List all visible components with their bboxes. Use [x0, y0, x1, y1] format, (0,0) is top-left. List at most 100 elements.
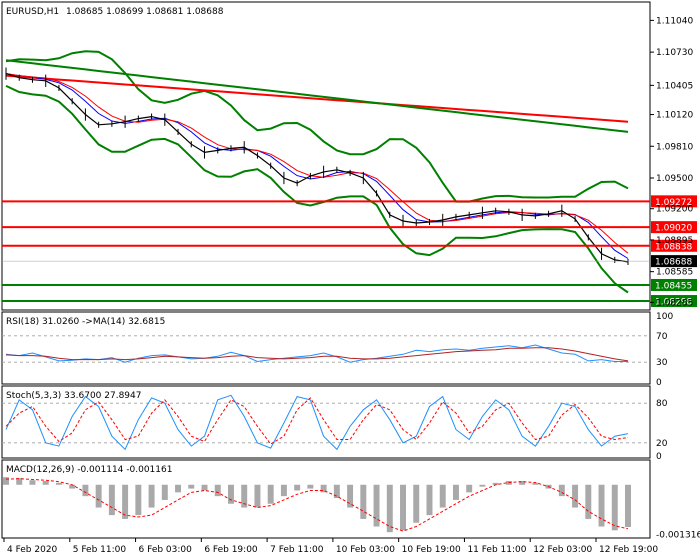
level-tag-text: 1.09020: [655, 224, 692, 234]
macd-histogram-bar: [148, 484, 155, 508]
scale-label: 30: [656, 358, 668, 368]
price-tick-label: 1.08285: [656, 298, 693, 308]
macd-histogram-bar: [42, 480, 49, 485]
macd-histogram-bar: [466, 484, 473, 493]
macd-histogram-bar: [439, 484, 446, 508]
scale-label: 100: [656, 312, 673, 322]
scale-label: 70: [656, 332, 668, 342]
time-tick-label: 10 Feb 03:00: [336, 545, 395, 555]
price-tick-label: 1.08585: [656, 268, 693, 278]
macd-panel: [1, 459, 651, 539]
price-tick-label: 1.08895: [656, 236, 693, 246]
price-panel: [1, 1, 651, 311]
level-tag-text: 1.08838: [655, 242, 692, 252]
macd-histogram-bar: [611, 484, 618, 531]
time-tick-label: 6 Feb 19:00: [204, 545, 258, 555]
macd-histogram-bar: [519, 480, 526, 485]
level-tag: [651, 278, 697, 291]
level-tag-text: 1.09272: [655, 198, 692, 208]
rsi-line: [5, 344, 628, 363]
macd-histogram-bar: [386, 484, 393, 533]
macd-histogram-bar: [254, 484, 261, 508]
macd-histogram-bar: [16, 477, 23, 485]
price-tick-label: 1.09200: [656, 205, 693, 215]
macd-histogram-bar: [95, 484, 102, 508]
macd-histogram-bar: [479, 484, 486, 487]
time-tick-label: 4 Feb 2020: [7, 545, 58, 555]
macd-histogram-bar: [413, 484, 420, 523]
time-tick-label: 12 Feb 03:00: [533, 545, 592, 555]
macd-histogram-bar: [69, 484, 76, 489]
price-line: [5, 73, 629, 263]
macd-histogram-bar: [55, 482, 62, 485]
macd-histogram-bar: [214, 484, 221, 497]
short-ma-red: [5, 73, 629, 254]
macd-histogram-bar: [82, 484, 89, 497]
price-tick-label: 1.09810: [656, 142, 693, 152]
macd-histogram-bar: [373, 484, 380, 527]
chart-header: EURUSD,H1 1.08685 1.08699 1.08681 1.0868…: [6, 7, 224, 17]
stoch-d-line: [5, 397, 629, 445]
macd-histogram-bar: [294, 484, 301, 491]
macd-histogram-bar: [29, 480, 36, 485]
scale-label: 0: [656, 452, 662, 462]
macd-histogram-bar: [598, 484, 605, 527]
macd-scale-label: -0.001316: [656, 531, 700, 541]
ohlc-label: 1.08685 1.08699 1.08681 1.08688: [66, 7, 224, 17]
price-tick-label: 1.09500: [656, 174, 693, 184]
price-tick-label: 1.10730: [656, 48, 693, 58]
macd-histogram-bar: [400, 484, 406, 531]
price-tick-label: 1.11040: [656, 16, 693, 26]
macd-histogram-bar: [347, 484, 354, 508]
macd-label: MACD(12,26,9) -0.001114 -0.001161: [6, 465, 172, 475]
level-tag: [651, 195, 697, 208]
rsi-ma-line: [5, 347, 629, 362]
time-tick-label: 11 Feb 11:00: [467, 545, 526, 555]
stoch-plot: 80 20 0: [2, 394, 668, 462]
rsi-plot: 100 70 30 0: [2, 312, 673, 388]
macd-histogram-bar: [241, 484, 248, 508]
price-plot: [5, 50, 629, 294]
macd-histogram-bar: [532, 482, 539, 485]
macd-histogram-bar: [360, 484, 367, 519]
macd-histogram-bar: [280, 484, 287, 497]
time-tick-label: 5 Feb 11:00: [73, 545, 127, 555]
level-tag: [651, 239, 697, 252]
scale-label: 0: [656, 378, 662, 388]
macd-plot: -0.001316: [3, 477, 700, 541]
moving-average-red: [5, 74, 629, 123]
scale-label: 20: [656, 439, 668, 449]
bollinger-upper: [5, 50, 629, 203]
macd-histogram-bar: [161, 484, 168, 500]
macd-histogram-bar: [333, 484, 340, 499]
stoch-label: Stoch(5,3,3) 33.6700 27.8947: [6, 391, 141, 401]
stoch-k-line: [5, 394, 629, 451]
level-tag-text: 1.08298: [655, 298, 692, 308]
bollinger-lower: [5, 84, 629, 294]
symbol-label: EURUSD,H1: [6, 7, 59, 17]
current-price-tag: [651, 255, 697, 268]
macd-histogram-bar: [122, 484, 129, 519]
macd-histogram-bar: [228, 484, 234, 504]
macd-histogram-bar: [175, 484, 182, 493]
macd-histogram-bar: [625, 484, 631, 528]
time-tick-label: 10 Feb 19:00: [402, 545, 461, 555]
level-tag: [651, 221, 697, 234]
macd-histogram-bar: [558, 484, 565, 497]
price-tick-label: 1.10405: [656, 81, 693, 91]
macd-histogram-bar: [320, 484, 327, 493]
scale-label: 80: [656, 399, 668, 409]
macd-histogram-bar: [572, 484, 579, 508]
macd-histogram-bar: [135, 484, 142, 516]
macd-histogram-bar: [188, 484, 195, 489]
rsi-panel: [1, 311, 651, 385]
macd-histogram-bar: [307, 484, 314, 489]
macd-histogram-bar: [108, 484, 115, 516]
rsi-label: RSI(18) 31.0260 ->MA(14) 32.6815: [6, 317, 165, 327]
macd-histogram-bar: [3, 477, 9, 485]
macd-histogram-bar: [585, 484, 592, 519]
time-tick-label: 12 Feb 19:00: [599, 545, 658, 555]
macd-histogram-bar: [426, 484, 433, 516]
time-axis: 4 Feb 2020 5 Feb 11:00 6 Feb 03:00 6 Feb 19…: [3, 538, 658, 555]
